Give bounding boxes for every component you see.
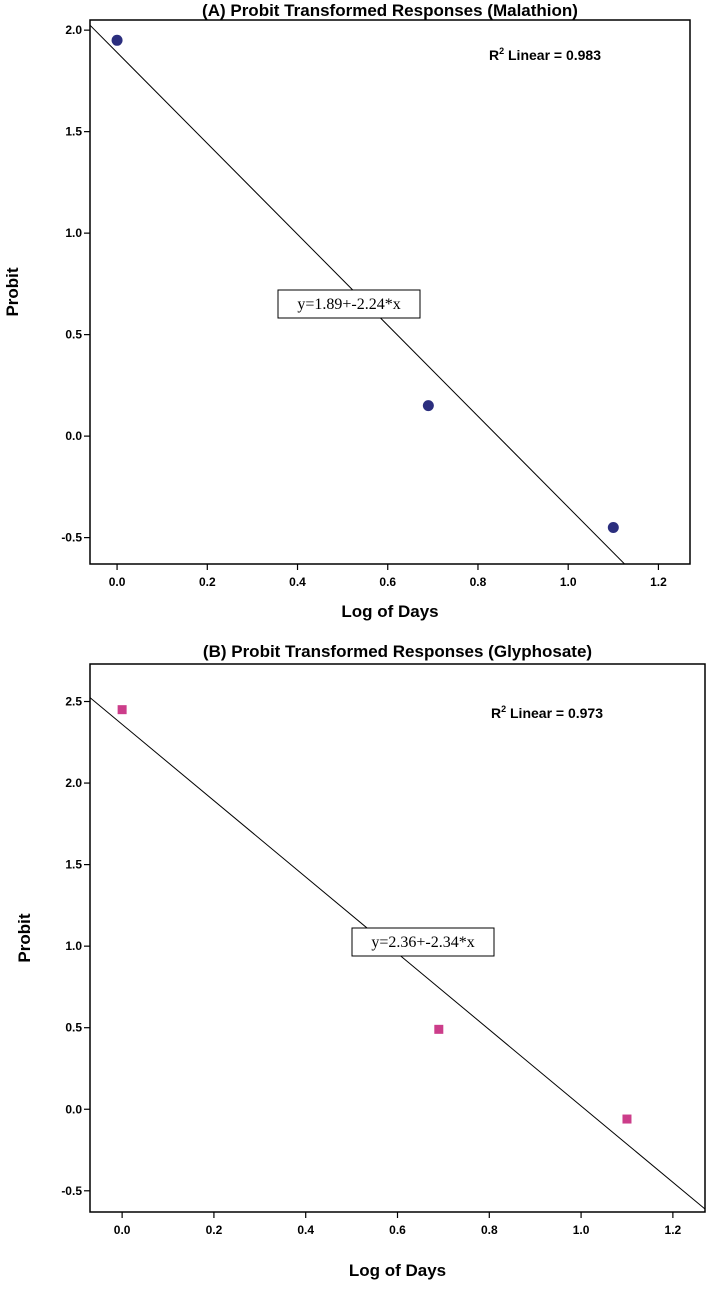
y-tick-label: 1.0: [65, 226, 82, 240]
chart-a: (A) Probit Transformed Responses (Malath…: [3, 1, 691, 621]
x-tick-label: 0.2: [199, 575, 216, 589]
chart-title: (A) Probit Transformed Responses (Malath…: [202, 1, 578, 20]
regression-line: [90, 24, 626, 564]
equation-box: [277, 289, 421, 319]
y-tick-label: 0.0: [65, 1102, 82, 1116]
x-tick-label: 1.2: [650, 575, 667, 589]
x-tick-label: 0.0: [109, 575, 126, 589]
chart-b: (B) Probit Transformed Responses (Glypho…: [15, 642, 706, 1280]
equation-label: y=1.89+-2.24*x: [297, 296, 400, 313]
data-point: [607, 521, 619, 533]
data-point: [117, 705, 127, 715]
x-tick-label: 0.4: [289, 575, 306, 589]
y-tick-label: 1.5: [65, 858, 82, 872]
y-axis-label: Probit: [15, 913, 34, 962]
x-tick-label: 0.8: [470, 575, 487, 589]
data-point: [622, 1114, 632, 1124]
x-tick-label: 1.0: [560, 575, 577, 589]
x-tick-label: 0.0: [114, 1223, 131, 1237]
y-tick-label: 2.0: [65, 776, 82, 790]
x-tick-label: 0.8: [481, 1223, 498, 1237]
x-tick-label: 0.2: [206, 1223, 223, 1237]
y-tick-label: 2.5: [65, 695, 82, 709]
x-tick-label: 0.6: [389, 1223, 406, 1237]
x-tick-label: 0.4: [297, 1223, 314, 1237]
equation-label: y=2.36+-2.34*x: [371, 934, 474, 951]
data-point: [111, 34, 123, 46]
equation-box: [351, 927, 495, 957]
chart-title: (B) Probit Transformed Responses (Glypho…: [203, 642, 592, 661]
y-tick-label: -0.5: [61, 531, 82, 545]
x-axis-label: Log of Days: [341, 602, 438, 621]
r2-annotation: R2 Linear = 0.983: [489, 46, 601, 63]
data-point: [422, 400, 434, 412]
y-axis-label: Probit: [3, 267, 22, 316]
x-tick-label: 1.0: [573, 1223, 590, 1237]
y-tick-label: 1.5: [65, 125, 82, 139]
plot-frame: [89, 19, 691, 565]
y-tick-label: 1.0: [65, 939, 82, 953]
y-tick-label: 0.0: [65, 429, 82, 443]
r2-annotation: R2 Linear = 0.973: [491, 704, 603, 721]
x-tick-label: 1.2: [665, 1223, 682, 1237]
x-axis-label: Log of Days: [349, 1261, 446, 1280]
x-tick-label: 0.6: [379, 575, 396, 589]
data-point: [434, 1024, 444, 1034]
y-tick-label: -0.5: [61, 1184, 82, 1198]
y-tick-label: 0.5: [65, 1021, 82, 1035]
y-tick-label: 2.0: [65, 23, 82, 37]
y-tick-label: 0.5: [65, 328, 82, 342]
